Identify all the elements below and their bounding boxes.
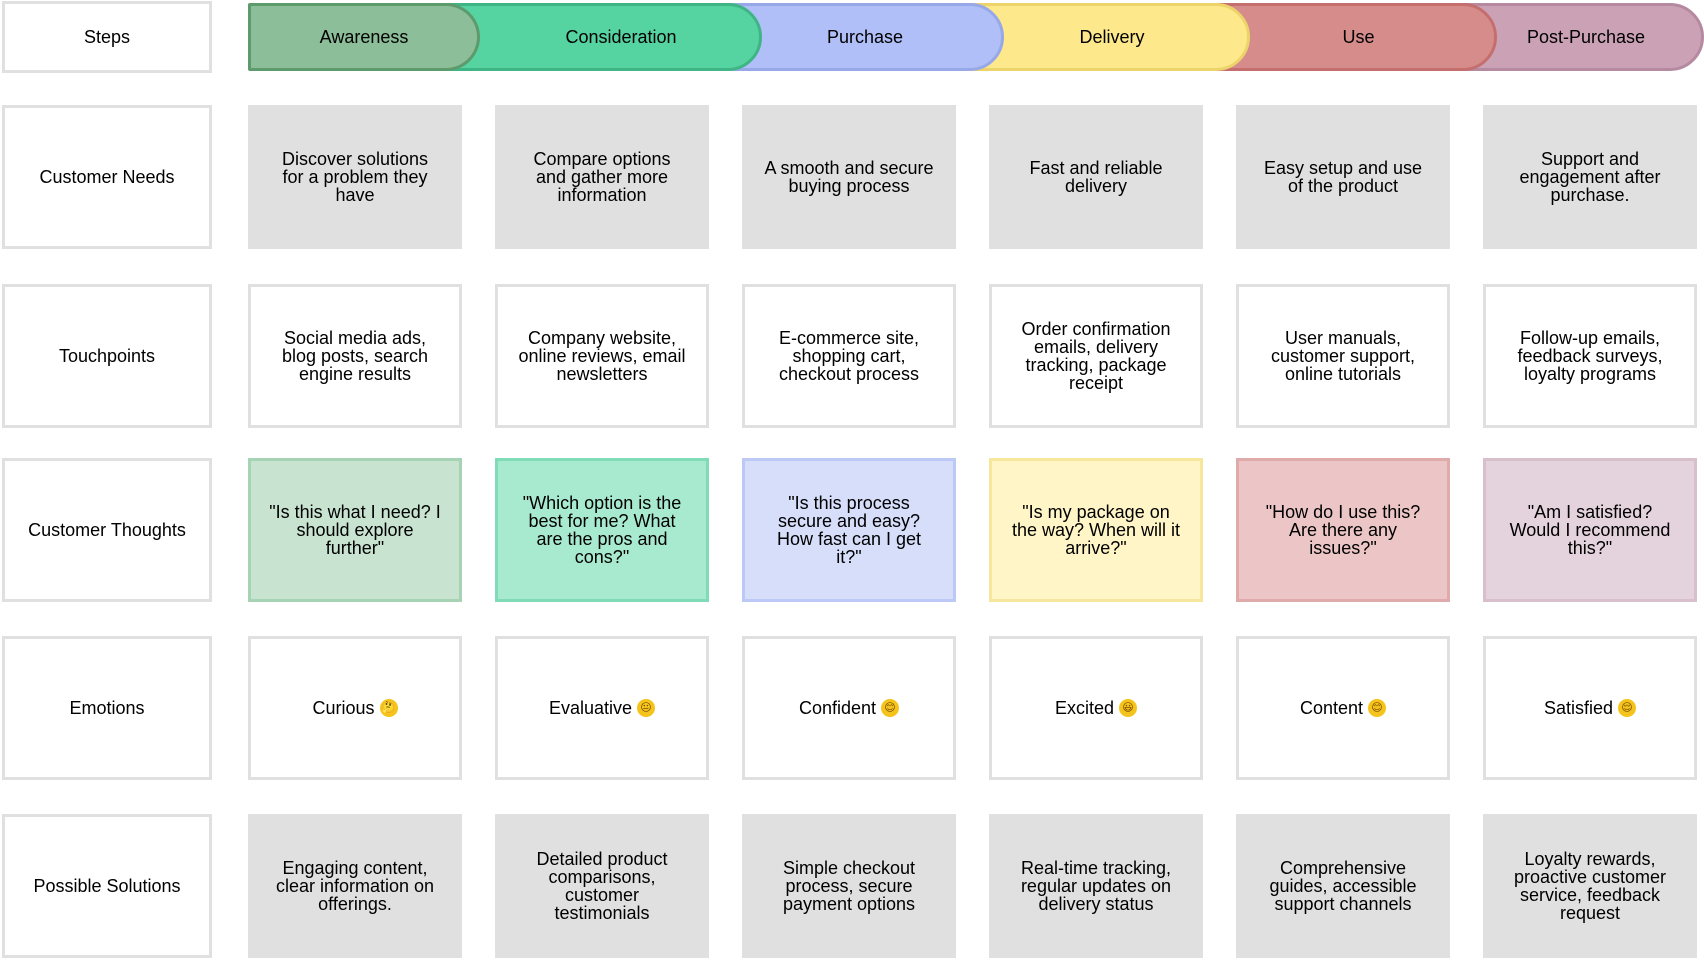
touchpoints-card-post-purchase: Follow-up emails, feedback surveys, loya…: [1483, 284, 1697, 428]
card-text: Order confirmation emails, delivery trac…: [1021, 319, 1171, 393]
possible-solutions-card-post-purchase: Loyalty rewards, proactive customer serv…: [1483, 814, 1697, 958]
emotions-card-post-purchase: Satisfied 😌: [1483, 636, 1697, 780]
stage-label: Awareness: [319, 26, 409, 47]
card-text: Engaging content, clear information on o…: [275, 858, 435, 914]
row-label-emotions: Emotions: [2, 636, 212, 780]
stage-label: Post-Purchase: [1526, 26, 1646, 47]
stage-label: Purchase: [826, 26, 904, 47]
emotion-face-icon: 😌: [1618, 699, 1637, 717]
customer-thoughts-card-awareness: "Is this what I need? I should explore f…: [248, 458, 462, 602]
card-text: Comprehensive guides, accessible support…: [1269, 858, 1417, 914]
possible-solutions-card-purchase: Simple checkout process, secure payment …: [742, 814, 956, 958]
card-text: Social media ads, blog posts, search eng…: [281, 328, 429, 384]
stage-label: Use: [1342, 26, 1375, 47]
customer-thoughts-card-delivery: "Is my package on the way? When will it …: [989, 458, 1203, 602]
stage-use: Use: [1206, 3, 1497, 71]
card-text: "Is this what I need? I should explore f…: [269, 502, 441, 558]
row-label-customer-thoughts: Customer Thoughts: [2, 458, 212, 602]
card-text: Company website, online reviews, email n…: [518, 328, 686, 384]
card-text: Detailed product comparisons, customer t…: [536, 849, 668, 923]
card-text: Simple checkout process, secure payment …: [782, 858, 916, 914]
emotion-face-icon: 😊: [881, 699, 900, 717]
customer-thoughts-card-consideration: "Which option is the best for me? What a…: [495, 458, 709, 602]
card-text: Follow-up emails, feedback surveys, loya…: [1517, 328, 1663, 384]
row-label-possible-solutions: Possible Solutions: [2, 814, 212, 958]
touchpoints-card-purchase: E-commerce site, shopping cart, checkout…: [742, 284, 956, 428]
card-text: Fast and reliable delivery: [1029, 158, 1163, 196]
card-text: "Which option is the best for me? What a…: [522, 493, 682, 567]
card-text: Compare options and gather more informat…: [533, 149, 671, 205]
card-text: "Is this process secure and easy? How fa…: [776, 493, 922, 567]
possible-solutions-card-use: Comprehensive guides, accessible support…: [1236, 814, 1450, 958]
card-text: Support and engagement after purchase.: [1519, 149, 1661, 205]
card-text: Discover solutions for a problem they ha…: [281, 149, 429, 205]
customer-needs-card-purchase: A smooth and secure buying process: [742, 105, 956, 249]
card-text: Satisfied: [1543, 698, 1614, 718]
card-text: Excited: [1054, 698, 1115, 718]
steps-label: Steps: [2, 1, 212, 73]
card-text: Evaluative: [548, 698, 633, 718]
row-label-touchpoints: Touchpoints: [2, 284, 212, 428]
card-text: Real-time tracking, regular updates on d…: [1020, 858, 1172, 914]
emotions-card-consideration: Evaluative 😐: [495, 636, 709, 780]
row-label-customer-needs: Customer Needs: [2, 105, 212, 249]
customer-needs-card-consideration: Compare options and gather more informat…: [495, 105, 709, 249]
touchpoints-card-awareness: Social media ads, blog posts, search eng…: [248, 284, 462, 428]
card-text: E-commerce site, shopping cart, checkout…: [778, 328, 920, 384]
emotion-face-icon: 😐: [637, 699, 656, 717]
possible-solutions-card-consideration: Detailed product comparisons, customer t…: [495, 814, 709, 958]
touchpoints-card-use: User manuals, customer support, online t…: [1236, 284, 1450, 428]
card-text: Easy setup and use of the product: [1263, 158, 1423, 196]
customer-thoughts-card-use: "How do I use this? Are there any issues…: [1236, 458, 1450, 602]
stage-label: Consideration: [565, 26, 677, 47]
touchpoints-card-consideration: Company website, online reviews, email n…: [495, 284, 709, 428]
possible-solutions-card-awareness: Engaging content, clear information on o…: [248, 814, 462, 958]
card-text: "Am I satisfied? Would I recommend this?…: [1509, 502, 1671, 558]
emotions-card-use: Content 😊: [1236, 636, 1450, 780]
emotions-card-awareness: Curious 🤔: [248, 636, 462, 780]
card-text: Loyalty rewards, proactive customer serv…: [1513, 849, 1667, 923]
card-text: Curious: [312, 698, 375, 718]
customer-needs-card-awareness: Discover solutions for a problem they ha…: [248, 105, 462, 249]
emotion-face-icon: 🤔: [379, 699, 398, 717]
card-text: Content: [1299, 698, 1364, 718]
stage-delivery: Delivery: [962, 3, 1250, 71]
customer-needs-card-post-purchase: Support and engagement after purchase.: [1483, 105, 1697, 249]
customer-thoughts-card-purchase: "Is this process secure and easy? How fa…: [742, 458, 956, 602]
emotion-face-icon: 😃: [1119, 699, 1138, 717]
card-text: "Is my package on the way? When will it …: [1011, 502, 1181, 558]
stage-label: Delivery: [1079, 26, 1145, 47]
card-text: User manuals, customer support, online t…: [1270, 328, 1416, 384]
emotion-face-icon: 😊: [1368, 699, 1387, 717]
stage-awareness: Awareness: [248, 3, 480, 71]
emotions-card-purchase: Confident 😊: [742, 636, 956, 780]
touchpoints-card-delivery: Order confirmation emails, delivery trac…: [989, 284, 1203, 428]
stage-consideration: Consideration: [446, 3, 762, 71]
customer-needs-card-use: Easy setup and use of the product: [1236, 105, 1450, 249]
customer-needs-card-delivery: Fast and reliable delivery: [989, 105, 1203, 249]
card-text: Confident: [798, 698, 877, 718]
possible-solutions-card-delivery: Real-time tracking, regular updates on d…: [989, 814, 1203, 958]
card-text: "How do I use this? Are there any issues…: [1265, 502, 1421, 558]
card-text: A smooth and secure buying process: [764, 158, 934, 196]
emotions-card-delivery: Excited 😃: [989, 636, 1203, 780]
customer-thoughts-card-post-purchase: "Am I satisfied? Would I recommend this?…: [1483, 458, 1697, 602]
